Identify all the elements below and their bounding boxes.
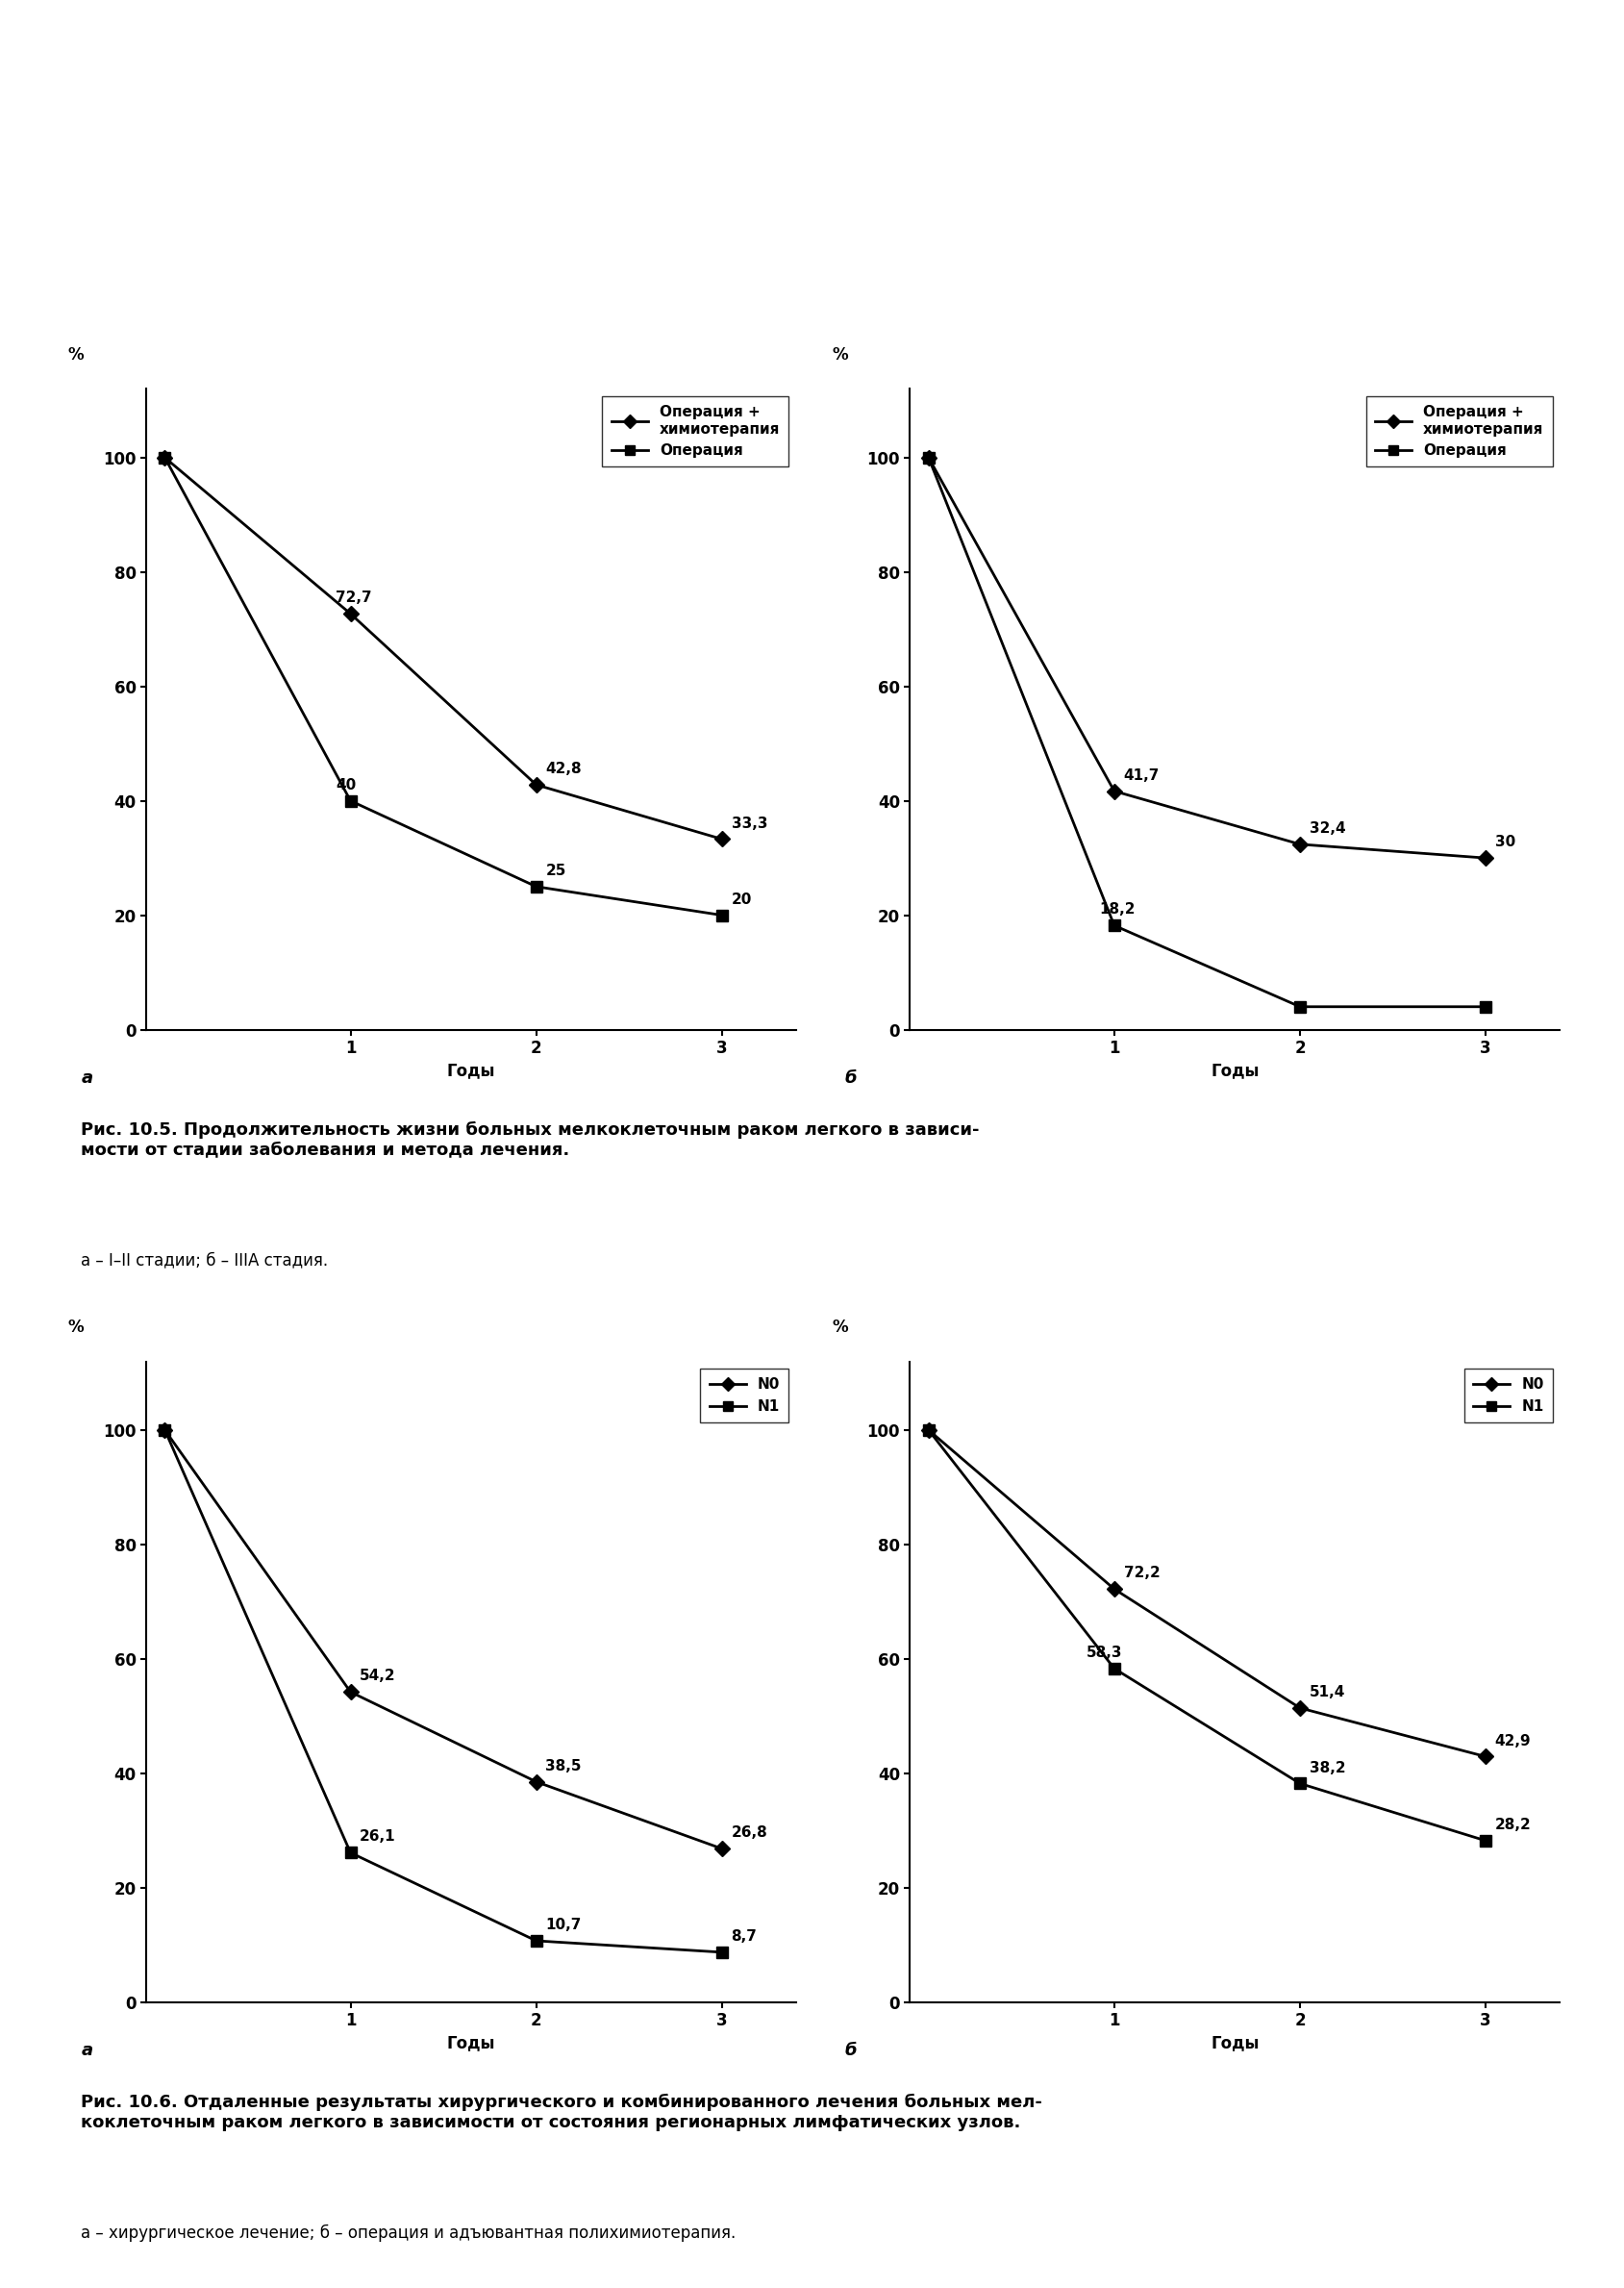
Text: б: б — [844, 1068, 856, 1087]
Text: а – I–II стадии; б – IIIА стадия.: а – I–II стадии; б – IIIА стадия. — [81, 1252, 328, 1270]
X-axis label: Годы: Годы — [1210, 2034, 1259, 2052]
Text: 42,9: 42,9 — [1494, 1734, 1530, 1748]
Text: %: % — [68, 1318, 84, 1336]
Text: 26,1: 26,1 — [359, 1830, 396, 1844]
Text: 54,2: 54,2 — [359, 1668, 396, 1684]
Text: 72,7: 72,7 — [336, 590, 372, 604]
Text: 32,4: 32,4 — [1309, 821, 1345, 835]
Text: Рис. 10.5. Продолжительность жизни больных мелкоклеточным раком легкого в зависи: Рис. 10.5. Продолжительность жизни больн… — [81, 1121, 979, 1158]
Legend: Операция +
химиотерапия, Операция: Операция + химиотерапия, Операция — [1366, 396, 1551, 467]
Text: 26,8: 26,8 — [731, 1826, 767, 1840]
Text: а: а — [81, 1068, 93, 1087]
Text: 18,2: 18,2 — [1099, 901, 1135, 917]
Text: а – хирургическое лечение; б – операция и адъювантная полихимиотерапия.: а – хирургическое лечение; б – операция … — [81, 2224, 736, 2242]
Text: 51,4: 51,4 — [1309, 1684, 1345, 1700]
Text: б: б — [844, 2041, 856, 2059]
Text: 38,2: 38,2 — [1309, 1759, 1345, 1775]
Text: 41,7: 41,7 — [1122, 769, 1160, 782]
X-axis label: Годы: Годы — [1210, 1062, 1259, 1080]
X-axis label: Годы: Годы — [447, 2034, 495, 2052]
Text: а: а — [81, 2041, 93, 2059]
Text: 72,2: 72,2 — [1122, 1565, 1160, 1581]
Legend: Операция +
химиотерапия, Операция: Операция + химиотерапия, Операция — [603, 396, 788, 467]
Text: 58,3: 58,3 — [1086, 1645, 1122, 1661]
Text: Рис. 10.6. Отдаленные результаты хирургического и комбинированного лечения больн: Рис. 10.6. Отдаленные результаты хирурги… — [81, 2094, 1043, 2130]
Text: %: % — [831, 1318, 848, 1336]
Text: 28,2: 28,2 — [1494, 1817, 1530, 1833]
Legend: N0, N1: N0, N1 — [1463, 1368, 1551, 1423]
Text: %: % — [68, 345, 84, 364]
Text: 42,8: 42,8 — [546, 762, 581, 776]
X-axis label: Годы: Годы — [447, 1062, 495, 1080]
Legend: N0, N1: N0, N1 — [700, 1368, 788, 1423]
Text: 20: 20 — [731, 892, 752, 906]
Text: 8,7: 8,7 — [731, 1929, 757, 1943]
Text: 33,3: 33,3 — [731, 817, 767, 831]
Text: 25: 25 — [546, 863, 565, 879]
Text: 30: 30 — [1494, 835, 1515, 849]
Text: 40: 40 — [336, 778, 356, 792]
Text: 10,7: 10,7 — [546, 1917, 581, 1931]
Text: %: % — [831, 345, 848, 364]
Text: 38,5: 38,5 — [546, 1759, 581, 1773]
